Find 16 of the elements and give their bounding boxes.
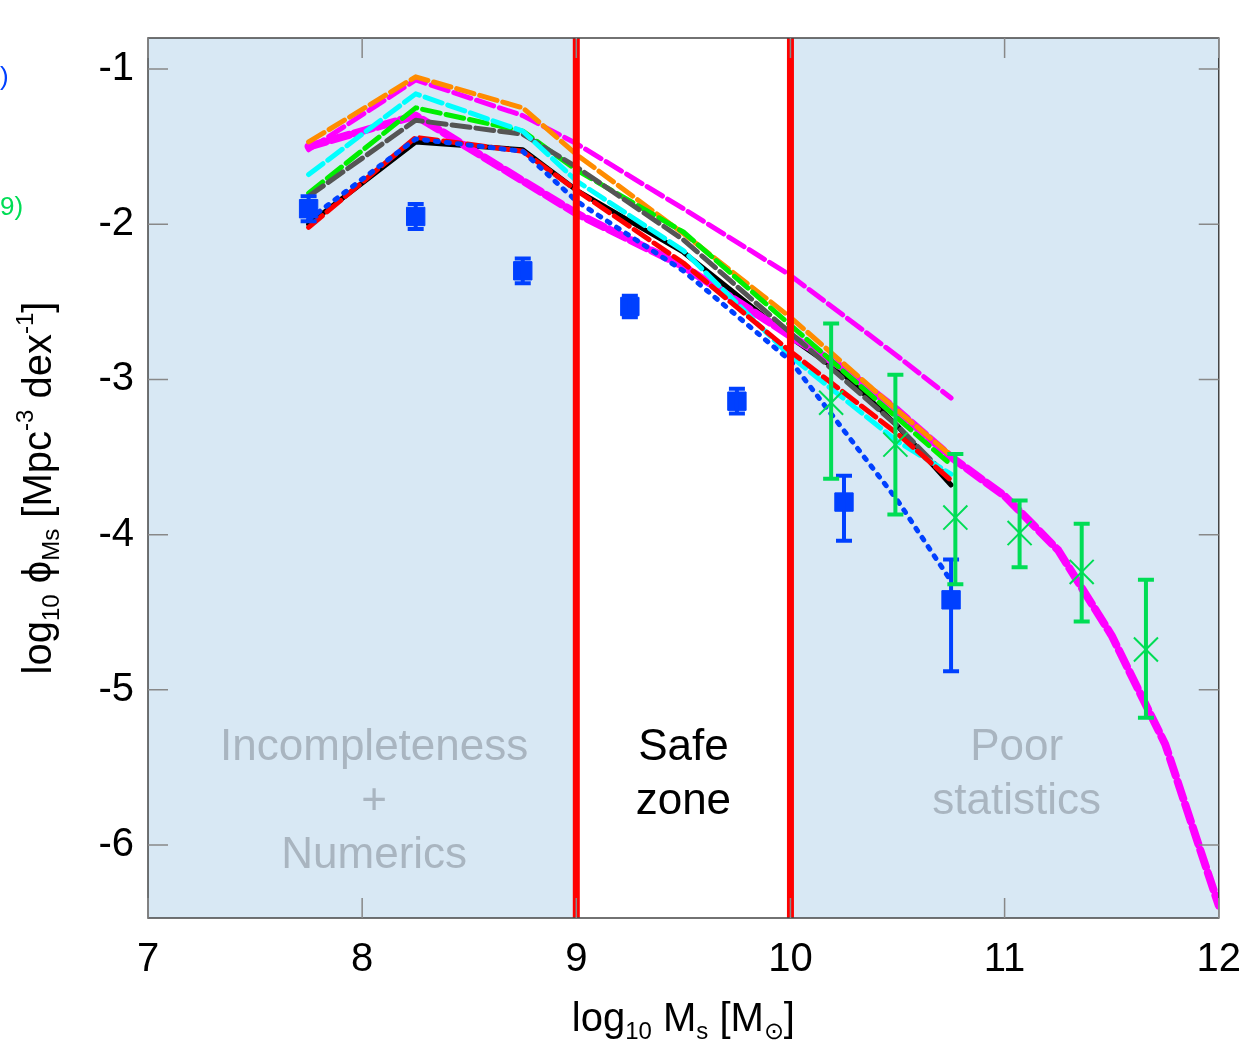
x-tick-label: 9 [565, 935, 588, 980]
text: log10 ϕMs [Mpc-3 dex-1] [10, 301, 64, 675]
y-tick-label: -4 [98, 509, 134, 554]
annotation: Safe zone [635, 720, 732, 824]
x-tick-label: 12 [1196, 935, 1241, 980]
text: ) [0, 61, 9, 92]
y-tick-label: -2 [98, 199, 134, 244]
y-tick-label: -5 [98, 664, 134, 709]
y-tick-label: -3 [98, 354, 134, 399]
x-tick-label: 7 [136, 935, 160, 980]
text: 9) [0, 191, 24, 222]
x-tick-label: 8 [351, 935, 374, 980]
y-tick-label: -6 [98, 820, 134, 865]
x-tick-label: 11 [983, 935, 1026, 980]
y-tick-label: -1 [98, 44, 134, 89]
x-tick-label: 10 [768, 935, 813, 980]
